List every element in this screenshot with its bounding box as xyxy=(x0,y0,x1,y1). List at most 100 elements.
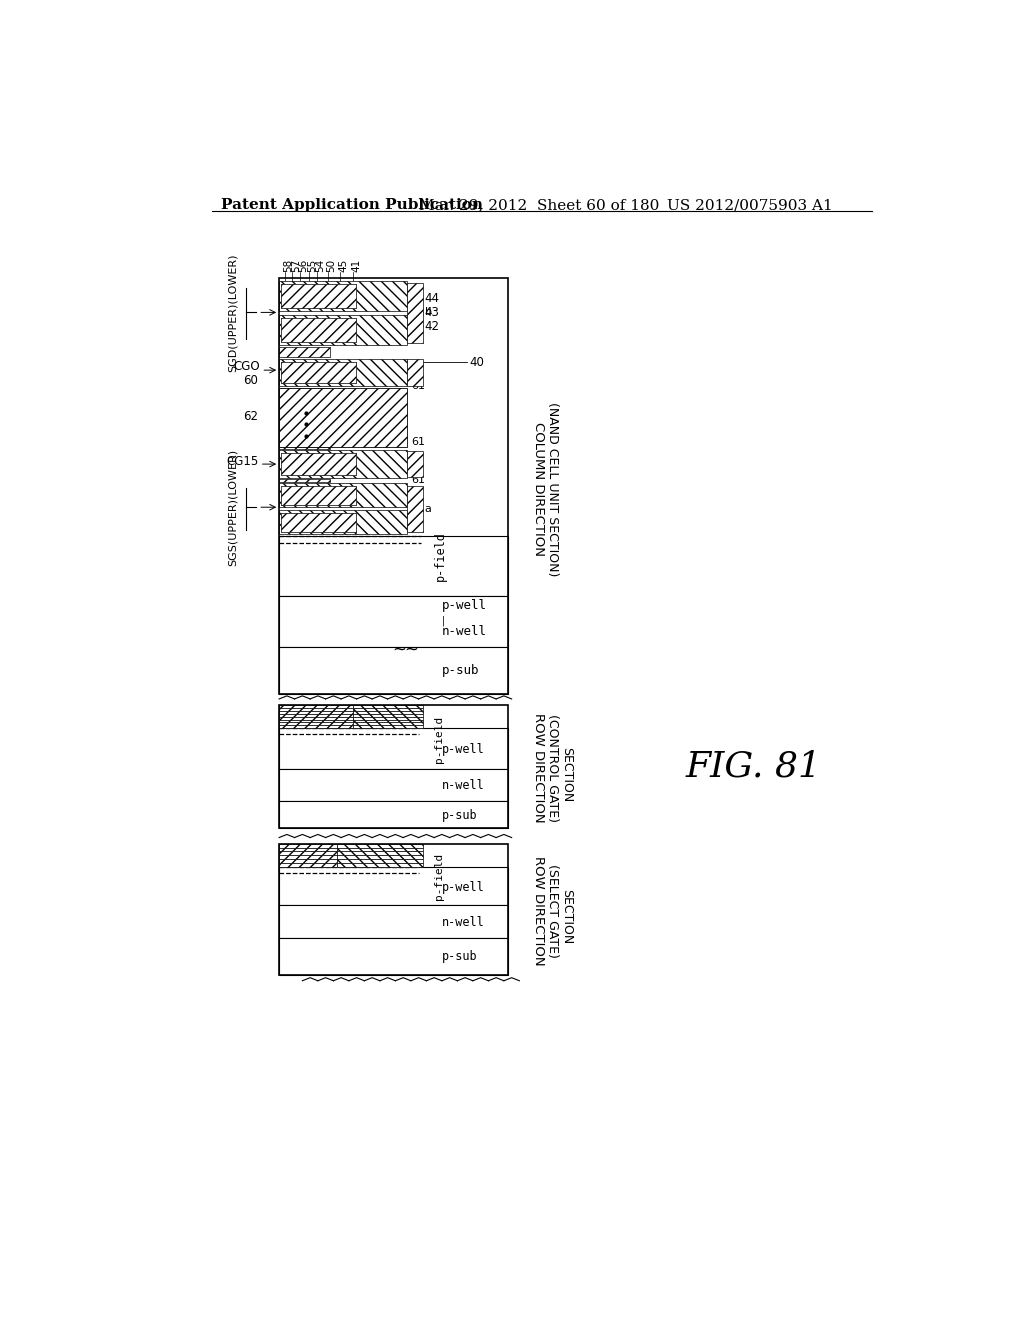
Bar xyxy=(280,843,508,974)
Text: p-well: p-well xyxy=(442,743,484,756)
Text: Patent Application Publication: Patent Application Publication xyxy=(221,198,483,213)
Text: COLUMN DIRECTION: COLUMN DIRECTION xyxy=(532,422,545,557)
Text: 62: 62 xyxy=(244,409,258,422)
Text: p-field: p-field xyxy=(434,532,447,581)
Text: n-well: n-well xyxy=(442,626,486,639)
Bar xyxy=(352,717,423,719)
Text: CGO: CGO xyxy=(233,360,260,372)
Text: (CONTROL GATE): (CONTROL GATE) xyxy=(546,714,559,822)
Text: p-sub: p-sub xyxy=(442,664,479,677)
Bar xyxy=(281,318,356,342)
Bar xyxy=(352,722,423,725)
Text: p-well: p-well xyxy=(442,598,486,611)
Text: 60: 60 xyxy=(244,374,258,387)
Text: p-field: p-field xyxy=(434,717,444,763)
Bar xyxy=(280,536,508,595)
Bar xyxy=(280,801,508,829)
Bar xyxy=(280,770,508,801)
Bar xyxy=(280,479,331,482)
Text: 42: 42 xyxy=(425,319,440,333)
Bar xyxy=(281,512,356,532)
Bar xyxy=(280,714,352,717)
Bar xyxy=(352,705,423,708)
Text: 58: 58 xyxy=(283,259,293,272)
Bar xyxy=(337,855,423,859)
Bar xyxy=(280,595,508,647)
Bar xyxy=(280,510,407,535)
Text: SGD(UPPER)(LOWER): SGD(UPPER)(LOWER) xyxy=(227,253,238,372)
Bar xyxy=(280,315,407,346)
Text: 40: 40 xyxy=(469,356,484,370)
Bar xyxy=(281,512,356,532)
Text: ROW DIRECTION: ROW DIRECTION xyxy=(532,713,545,824)
Bar xyxy=(280,450,407,478)
Bar xyxy=(337,863,423,867)
Text: n-well: n-well xyxy=(442,779,484,792)
Bar xyxy=(280,863,337,867)
Bar xyxy=(280,277,508,693)
Bar xyxy=(280,705,508,829)
Text: n-well: n-well xyxy=(442,916,484,929)
Bar xyxy=(280,347,331,358)
Text: CG15: CG15 xyxy=(226,454,258,467)
Text: ROW DIRECTION: ROW DIRECTION xyxy=(532,855,545,965)
Bar xyxy=(407,486,423,532)
Bar xyxy=(280,843,337,847)
Text: p-well: p-well xyxy=(442,880,484,894)
Bar xyxy=(281,453,356,475)
Text: SECTION: SECTION xyxy=(560,890,573,945)
Text: 45: 45 xyxy=(338,259,348,272)
Bar xyxy=(280,708,352,711)
Bar xyxy=(280,939,508,974)
Bar xyxy=(280,722,352,725)
Text: SECTION: SECTION xyxy=(560,747,573,803)
Text: ~: ~ xyxy=(392,640,407,659)
Text: 61a: 61a xyxy=(411,504,432,513)
Bar xyxy=(280,647,508,693)
Bar xyxy=(407,359,423,385)
Text: 50: 50 xyxy=(327,259,337,272)
Bar xyxy=(281,284,356,308)
Bar xyxy=(337,843,423,847)
Bar xyxy=(280,725,352,729)
Bar xyxy=(280,719,352,722)
Bar xyxy=(280,388,407,447)
Bar xyxy=(337,851,423,855)
Text: 57: 57 xyxy=(291,259,301,272)
Bar xyxy=(280,906,508,939)
Bar xyxy=(281,486,356,504)
Text: p-field: p-field xyxy=(434,853,444,900)
Bar xyxy=(280,705,352,708)
Bar xyxy=(280,859,337,863)
Bar xyxy=(281,362,356,383)
Bar xyxy=(280,711,352,714)
Bar xyxy=(280,281,407,312)
Bar xyxy=(352,708,423,711)
Text: Mar. 29, 2012  Sheet 60 of 180: Mar. 29, 2012 Sheet 60 of 180 xyxy=(419,198,659,213)
Text: 43: 43 xyxy=(425,306,439,319)
Text: 61: 61 xyxy=(411,380,425,391)
Text: |: | xyxy=(442,616,445,627)
Text: 61: 61 xyxy=(411,437,425,446)
Text: 41: 41 xyxy=(351,259,361,272)
Bar xyxy=(280,851,337,855)
Bar xyxy=(280,867,508,906)
Bar xyxy=(280,855,337,859)
Text: FIG. 81: FIG. 81 xyxy=(686,750,822,784)
Bar xyxy=(280,717,352,719)
Text: 61: 61 xyxy=(411,475,425,486)
Text: p-sub: p-sub xyxy=(442,950,477,964)
Text: SGS(UPPER)(LOWER): SGS(UPPER)(LOWER) xyxy=(227,449,238,566)
Text: 44: 44 xyxy=(425,292,440,305)
Bar xyxy=(281,453,356,475)
Bar xyxy=(407,284,423,343)
Text: 61b: 61b xyxy=(411,308,432,317)
Text: 55: 55 xyxy=(307,259,317,272)
Text: ~: ~ xyxy=(403,640,418,659)
Text: US 2012/0075903 A1: US 2012/0075903 A1 xyxy=(667,198,833,213)
Bar xyxy=(280,483,407,507)
Bar xyxy=(280,359,407,387)
Bar xyxy=(352,719,423,722)
Text: 54: 54 xyxy=(315,259,326,272)
Bar xyxy=(280,847,337,851)
